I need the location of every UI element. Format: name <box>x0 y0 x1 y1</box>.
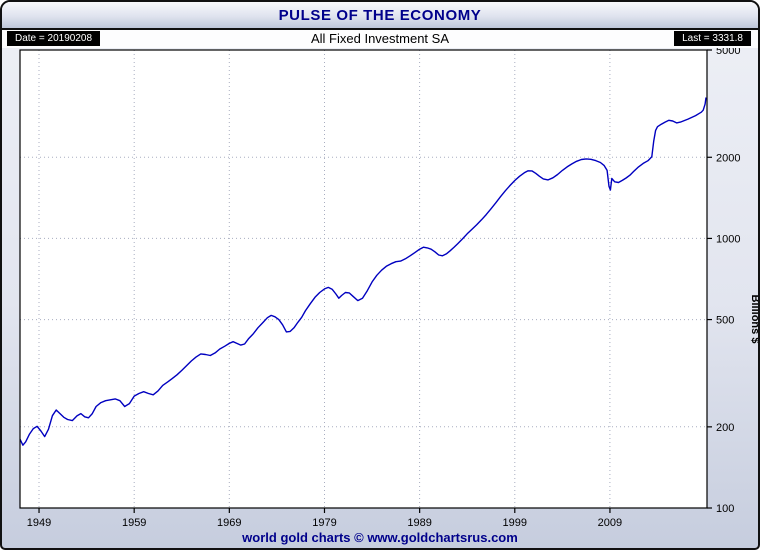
y-tick-label: 200 <box>716 422 734 434</box>
plot-frame <box>19 49 708 509</box>
plot-background <box>20 50 707 508</box>
y-tick-label: 1000 <box>716 233 740 245</box>
x-tick-label: 1979 <box>312 517 336 529</box>
y-tick-label: 500 <box>716 315 734 327</box>
x-tick-label: 1959 <box>122 517 146 529</box>
subheader: Date = 20190208 All Fixed Investment SA … <box>2 30 758 48</box>
x-tick-label: 1969 <box>217 517 241 529</box>
page-title: PULSE OF THE ECONOMY <box>278 6 482 24</box>
x-tick-label: 1989 <box>407 517 431 529</box>
title-bar: PULSE OF THE ECONOMY <box>2 2 758 30</box>
y-tick-label: 5000 <box>716 48 740 57</box>
x-tick-label: 1949 <box>27 517 51 529</box>
price-line <box>19 97 707 446</box>
chart-plot: 100 200 500 1000 2000 5000 1949 1959 1969 1979 198… <box>19 48 760 529</box>
date-badge: Date = 20190208 <box>7 31 101 46</box>
y-tick-label: 2000 <box>716 152 740 164</box>
series-title: All Fixed Investment SA <box>311 31 449 46</box>
x-tick-label: 1999 <box>503 517 527 529</box>
x-tick-label: 2009 <box>598 517 622 529</box>
y-tick-label: 100 <box>716 503 734 515</box>
footer-credit: world gold charts © www.goldchartsrus.co… <box>242 530 518 545</box>
y-axis-title: Billions $ <box>749 295 760 344</box>
last-value-badge: Last = 3331.8 <box>674 31 751 46</box>
